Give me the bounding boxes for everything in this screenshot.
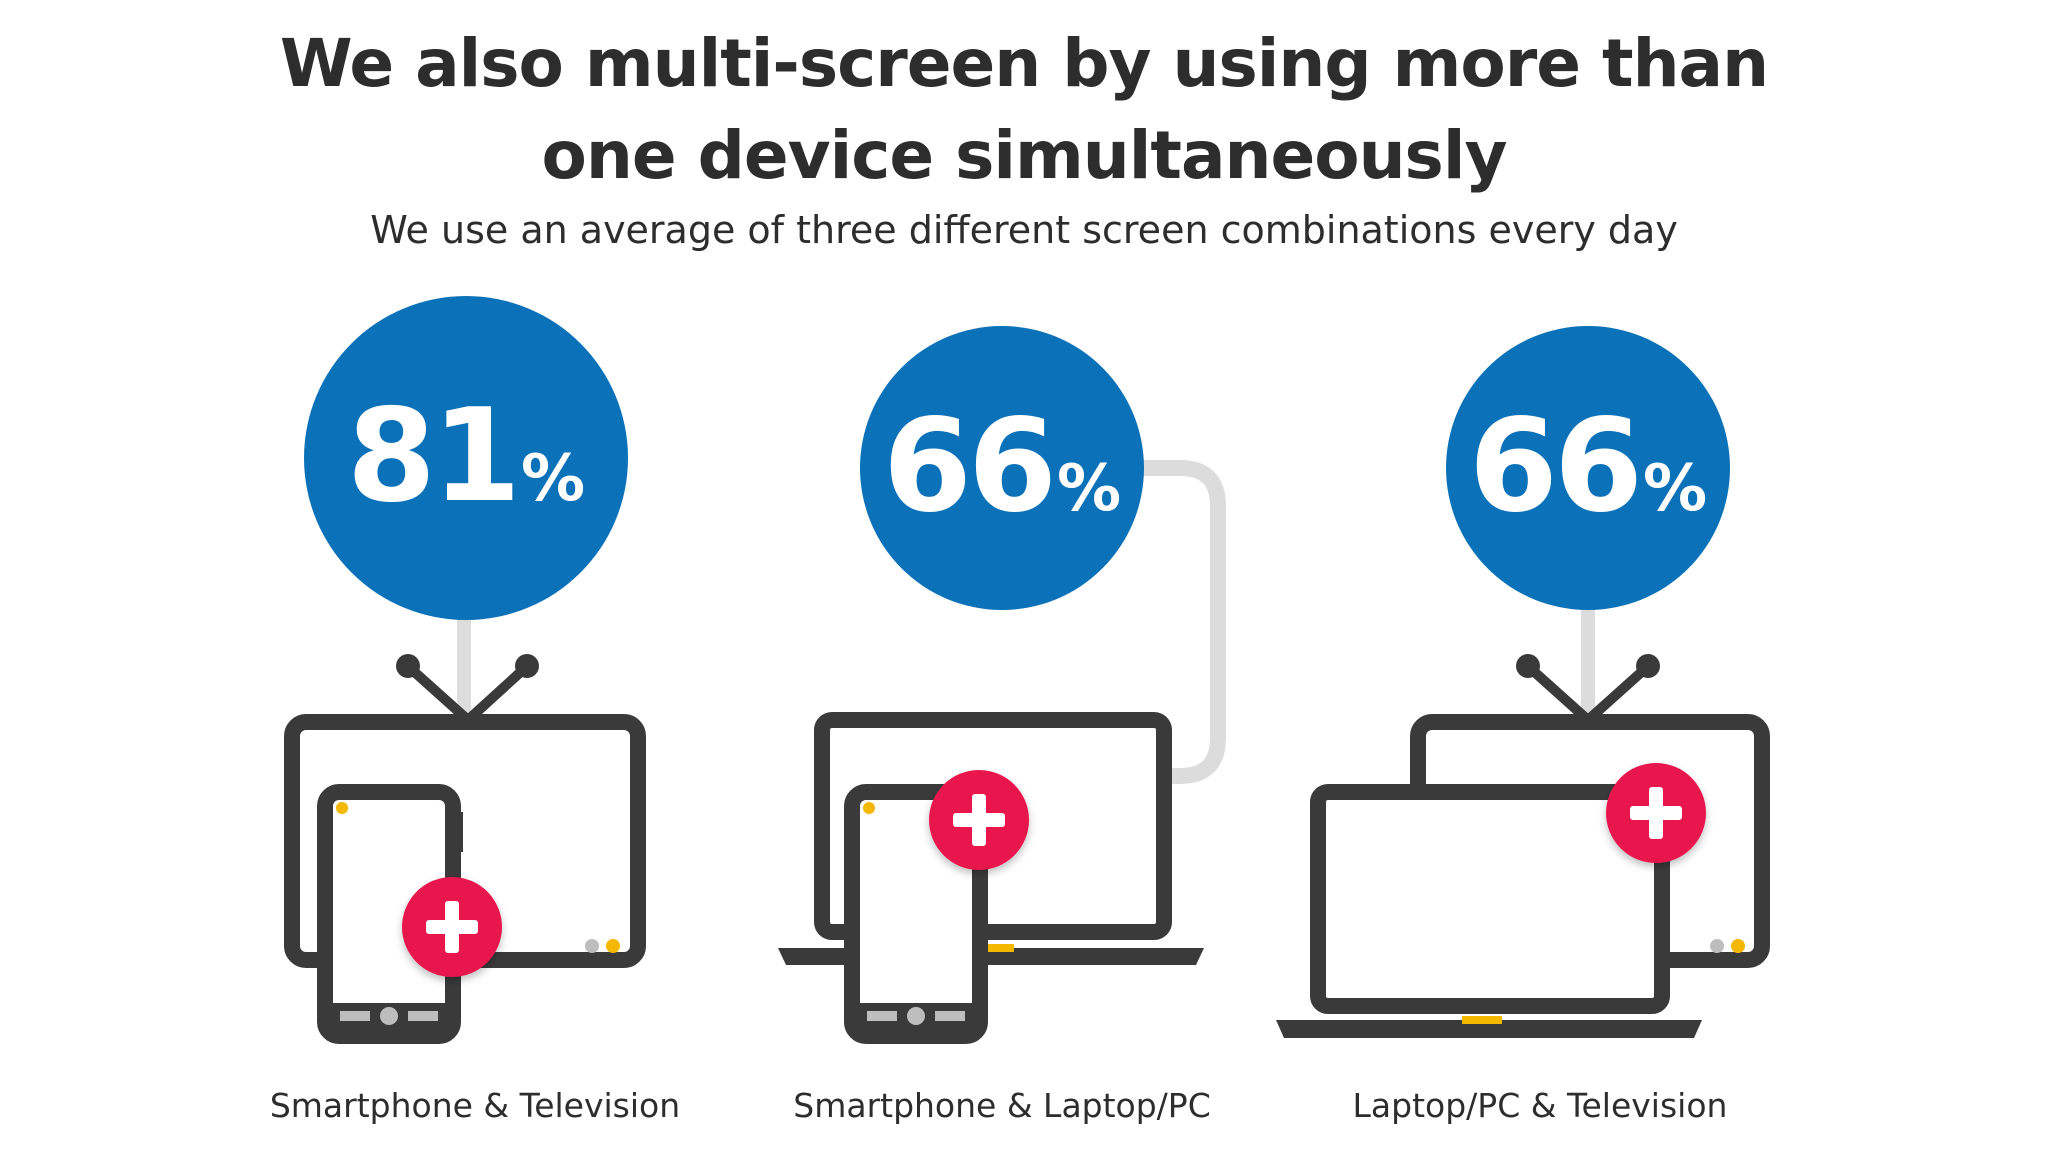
combo-3-graphic	[1276, 326, 1770, 1038]
combo-2-graphic	[778, 326, 1226, 1044]
plus-icon	[402, 877, 502, 977]
page-title: We also multi-screen by using more than …	[0, 18, 2048, 202]
title-line-2: one device simultaneously	[541, 117, 1508, 194]
connector-stem	[457, 600, 471, 720]
stat-circle	[304, 296, 628, 620]
page-subtitle: We use an average of three different scr…	[370, 208, 1678, 252]
stat-circle	[860, 326, 1144, 610]
combo-label-laptop-television: Laptop/PC & Television	[1352, 1086, 1728, 1125]
connector-cable	[1130, 460, 1226, 784]
plus-icon	[929, 770, 1029, 870]
plus-icon	[1606, 763, 1706, 863]
combo-label-smartphone-laptop: Smartphone & Laptop/PC	[793, 1086, 1211, 1125]
laptop-icon	[1276, 784, 1702, 1038]
television-icon	[284, 654, 646, 968]
title-line-1: We also multi-screen by using more than	[279, 25, 1769, 102]
combo-1-graphic	[284, 296, 646, 1044]
combo-label-smartphone-television: Smartphone & Television	[269, 1086, 681, 1125]
stat-circle	[1446, 326, 1730, 610]
connector-stem	[1581, 600, 1595, 720]
